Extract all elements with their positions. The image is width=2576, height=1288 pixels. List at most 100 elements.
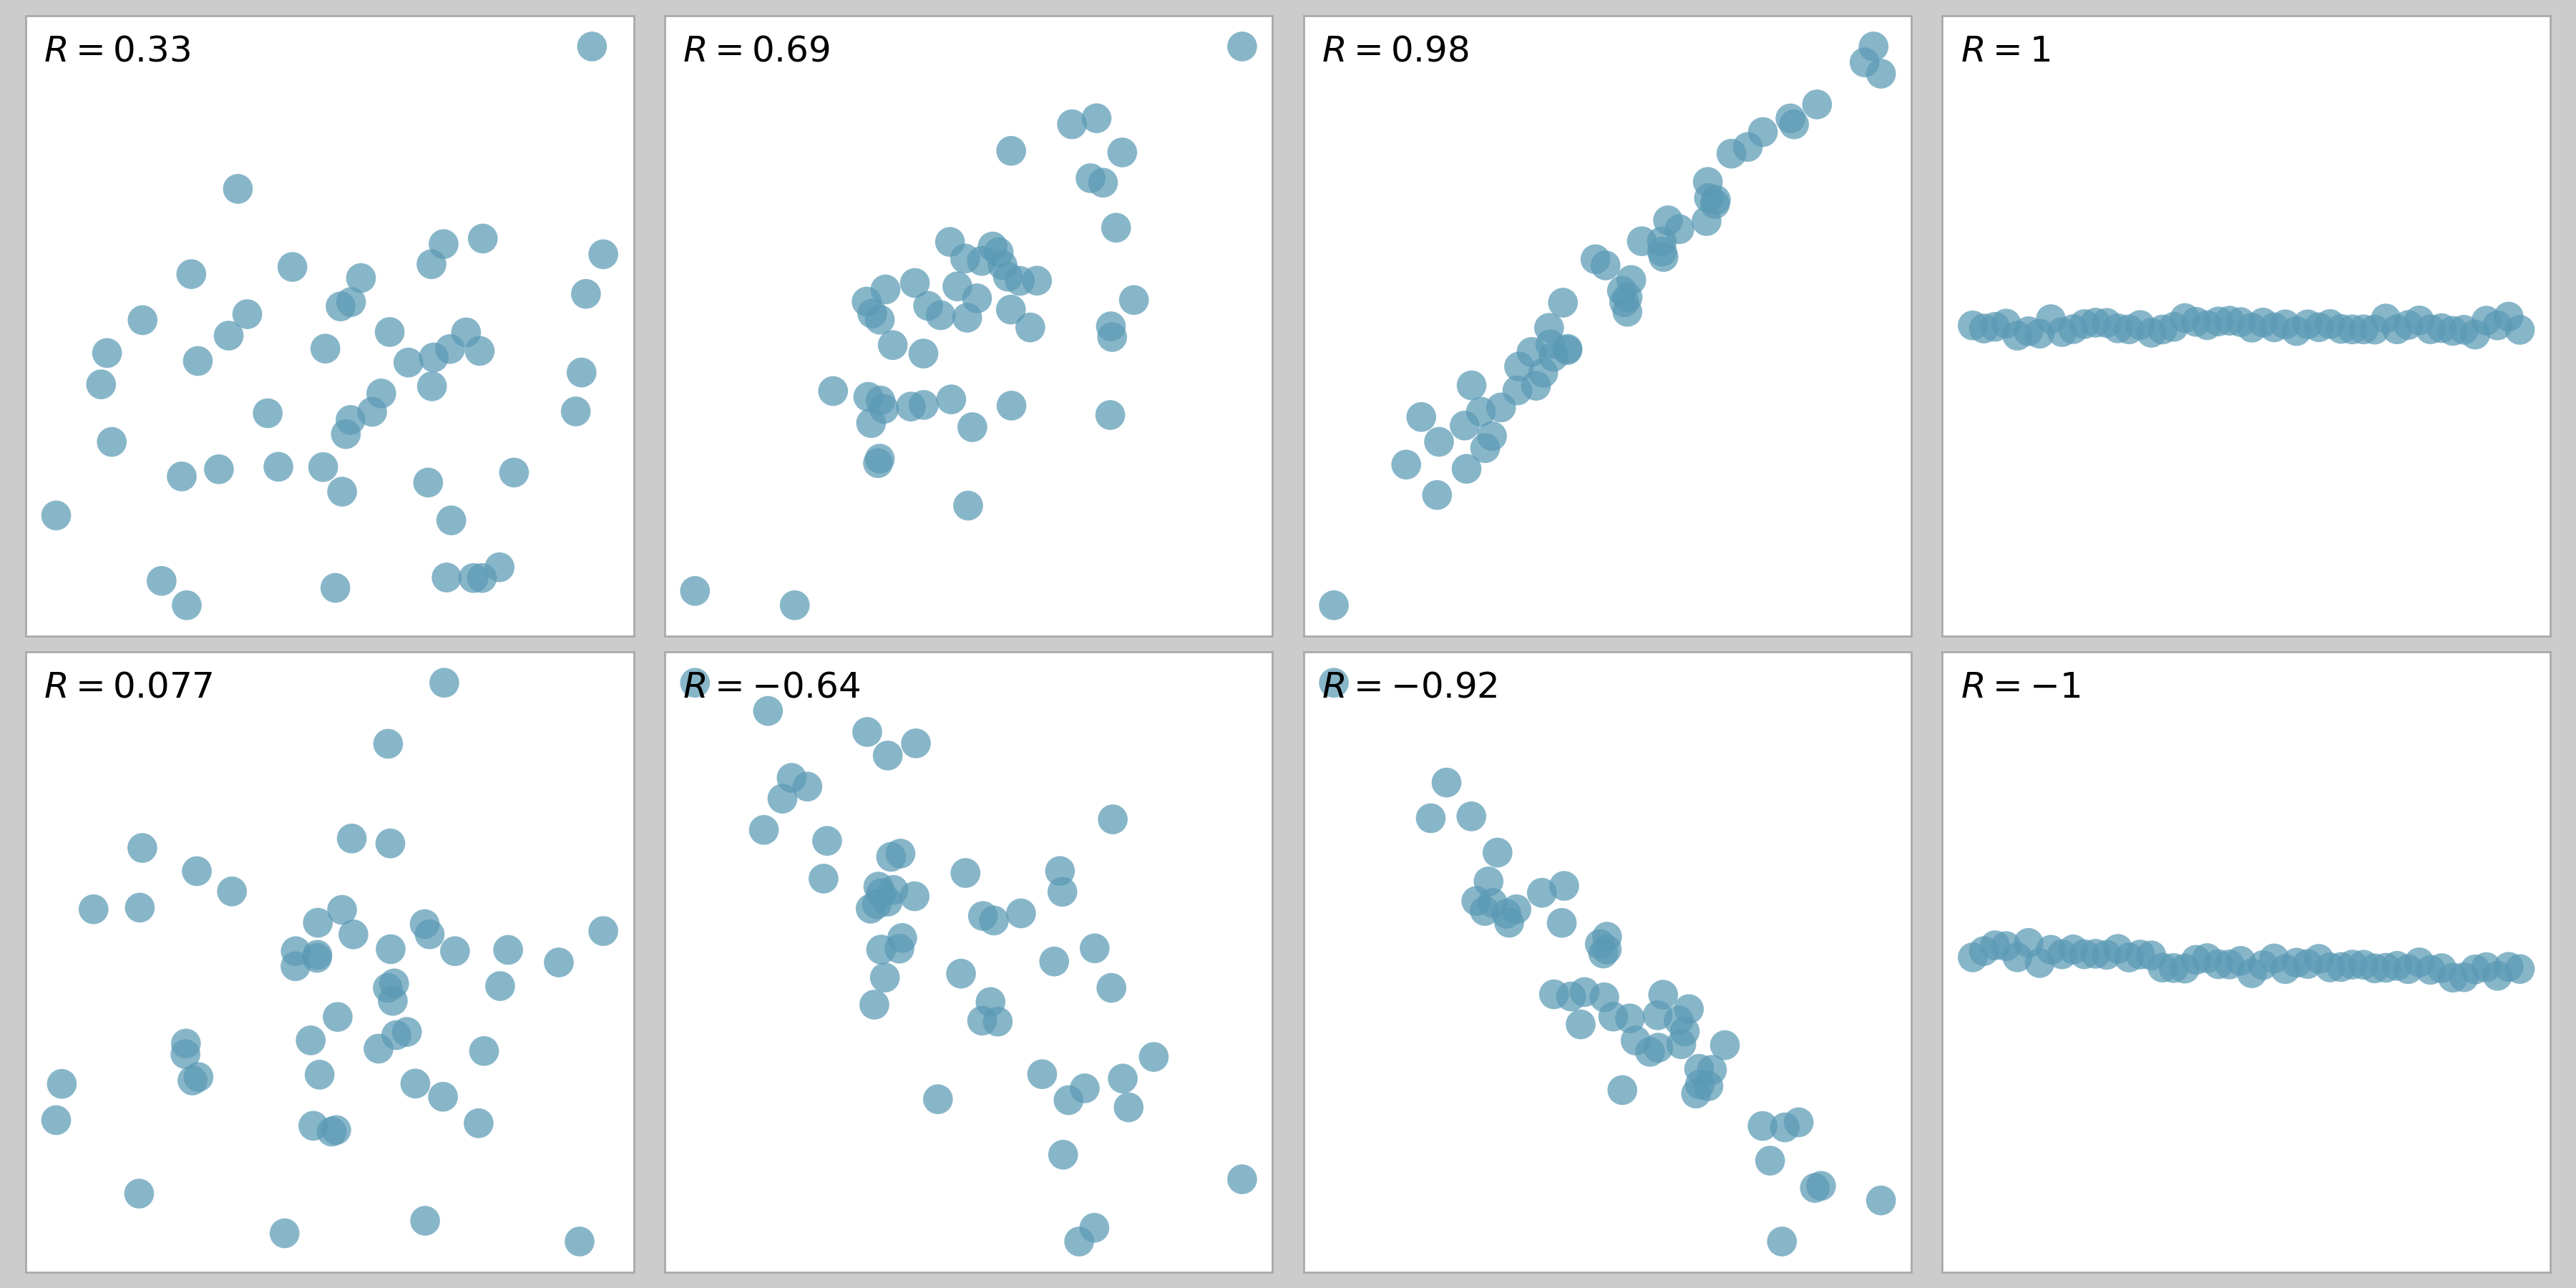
Point [2264,958,2306,979]
Point [992,140,1033,161]
Point [2221,312,2262,332]
Point [422,234,464,255]
Point [2074,944,2115,965]
Point [1043,1144,1084,1164]
Point [165,1033,206,1054]
Point [1664,1021,1705,1042]
Text: $\mathit{R}$$\mathregular{ = }$0.98: $\mathit{R}$$\mathregular{ = }$0.98 [1321,33,1468,68]
Point [2432,321,2473,341]
Point [1749,1150,1790,1171]
Point [999,903,1041,923]
Point [2488,957,2530,978]
Point [582,243,623,264]
Point [775,595,817,616]
Point [2074,313,2115,334]
Point [2421,318,2463,339]
Point [930,232,971,252]
Point [1543,292,1584,313]
Point [1082,173,1123,193]
Point [945,308,987,328]
Point [1662,1034,1703,1055]
Point [2030,309,2071,330]
Point [2455,960,2496,980]
Point [1074,1217,1115,1238]
Point [2311,314,2352,335]
Point [2378,319,2419,340]
Point [1695,189,1736,210]
Point [118,898,160,918]
Point [294,1115,335,1136]
Point [1090,404,1131,425]
Point [36,1110,77,1131]
Point [976,1011,1018,1032]
Point [2187,314,2228,335]
Point [1564,981,1605,1002]
Point [319,296,361,317]
Point [461,568,502,589]
Point [1607,301,1649,322]
Point [2321,957,2362,978]
Point [2120,314,2161,335]
Point [1074,938,1115,958]
Point [273,256,314,277]
Point [1048,1090,1090,1110]
Point [1489,912,1530,933]
Point [1986,313,2027,334]
Point [2164,308,2205,328]
Point [1077,108,1118,129]
Point [2264,314,2306,335]
Point [410,923,451,944]
Point [371,939,412,960]
Point [2432,967,2473,988]
Point [1409,808,1450,828]
Point [459,340,500,361]
Point [2465,310,2506,331]
Point [2020,323,2061,344]
Point [1069,167,1110,188]
Point [425,567,466,587]
Point [263,1224,304,1244]
Point [1852,36,1893,57]
Point [675,581,716,601]
Point [891,397,933,417]
Text: $\mathit{R}$$\mathregular{ = }$0.69: $\mathit{R}$$\mathregular{ = }$0.69 [683,33,829,68]
Point [1540,913,1582,934]
Point [376,1025,417,1046]
Point [1092,327,1133,348]
Point [1533,346,1574,367]
Point [747,701,788,721]
Point [1113,290,1154,310]
Point [1401,407,1443,428]
Point [2388,314,2429,335]
Point [1463,900,1504,921]
Point [2411,319,2452,340]
Point [459,1113,500,1133]
Point [920,305,961,326]
Point [407,473,448,493]
Point [430,339,471,359]
Point [1762,1231,1803,1252]
Point [2231,963,2272,984]
Point [860,939,902,960]
Point [974,911,1015,931]
Point [1450,375,1492,395]
Point [1674,1083,1716,1104]
Point [412,346,453,367]
Point [1705,1034,1747,1055]
Point [811,381,853,402]
Point [930,389,971,410]
Text: $\mathit{R}$$\mathregular{ = }$−1: $\mathit{R}$$\mathregular{ = }$−1 [1960,670,2081,705]
Point [860,882,902,903]
Point [992,395,1033,416]
Point [2244,954,2285,975]
Point [314,577,355,598]
Point [446,322,487,343]
Point [330,291,371,312]
Point [142,571,183,591]
Point [479,556,520,577]
Point [1584,255,1625,276]
Point [1466,438,1507,459]
Point [881,927,922,948]
Point [1953,316,1994,336]
Point [2097,939,2138,960]
